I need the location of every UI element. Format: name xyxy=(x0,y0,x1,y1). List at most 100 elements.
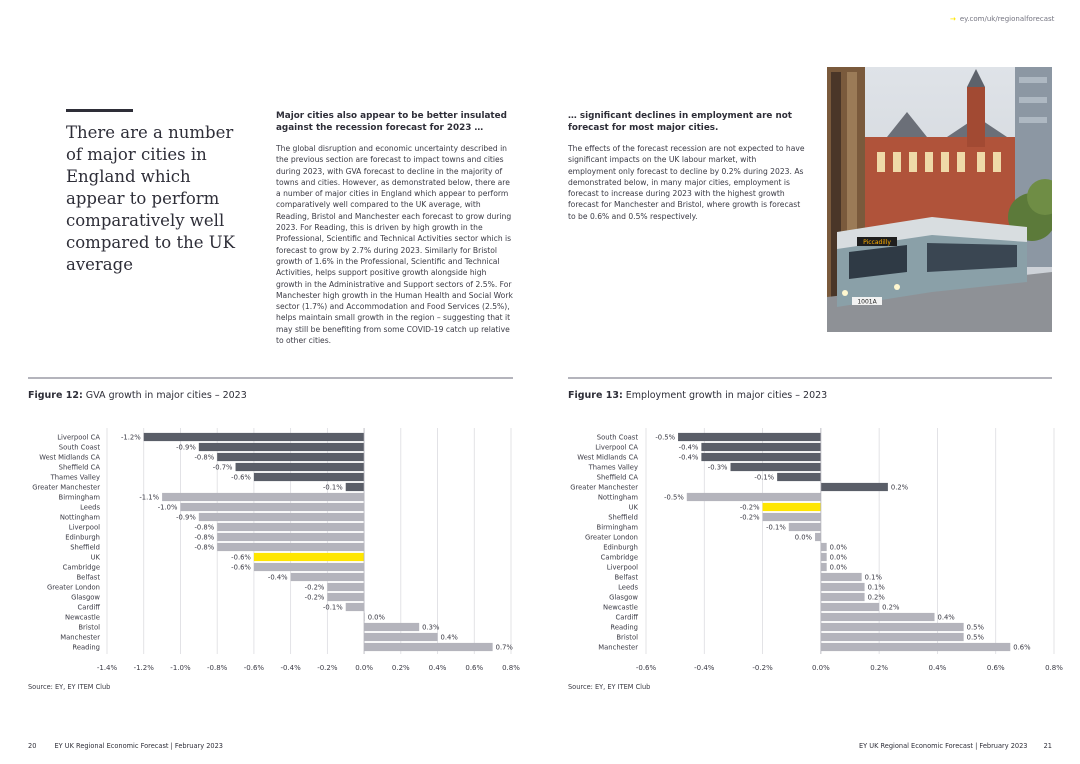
x-tick-label: -0.4% xyxy=(694,664,715,672)
category-label: UK xyxy=(91,554,101,562)
figure-13-source: Source: EY, EY ITEM Club xyxy=(568,683,651,691)
category-label: Liverpool CA xyxy=(595,444,638,452)
category-label: South Coast xyxy=(59,444,101,452)
figure-12-divider xyxy=(28,377,513,379)
category-label: Cardiff xyxy=(78,604,101,612)
value-label: -0.4% xyxy=(268,574,288,582)
category-label: Greater London xyxy=(47,584,100,592)
value-label: -0.8% xyxy=(194,544,214,552)
category-label: Belfast xyxy=(77,574,101,582)
column-1: Major cities also appear to be better in… xyxy=(276,110,514,346)
x-tick-label: 0.2% xyxy=(392,664,410,672)
category-label: Birmingham xyxy=(597,524,639,532)
value-label: -0.8% xyxy=(194,524,214,532)
category-label: Birmingham xyxy=(59,494,101,502)
value-label: 0.0% xyxy=(368,614,386,622)
value-label: -0.4% xyxy=(679,454,699,462)
category-label: Greater London xyxy=(585,534,638,542)
category-label: Reading xyxy=(610,624,638,632)
x-tick-label: -1.4% xyxy=(97,664,118,672)
figure-12-source: Source: EY, EY ITEM Club xyxy=(28,683,111,691)
bar xyxy=(820,552,827,562)
bar xyxy=(820,592,865,602)
category-label: Bristol xyxy=(78,624,100,632)
bar xyxy=(290,572,365,582)
x-tick-label: -0.4% xyxy=(280,664,301,672)
bar xyxy=(217,542,365,552)
value-label: -0.8% xyxy=(194,534,214,542)
column-1-body: The global disruption and economic uncer… xyxy=(276,144,513,346)
footer-left-title: EY UK Regional Economic Forecast | Febru… xyxy=(54,742,224,750)
tram-photo: Piccadilly 1001A xyxy=(827,67,1052,332)
value-label: 0.1% xyxy=(865,574,883,582)
x-tick-label: 0.4% xyxy=(429,664,447,672)
value-label: -0.5% xyxy=(664,494,684,502)
value-label: -0.6% xyxy=(231,474,251,482)
figure-13-label: Figure 13: xyxy=(568,390,623,401)
bar xyxy=(762,502,821,512)
value-label: -0.6% xyxy=(231,564,251,572)
value-label: 0.0% xyxy=(830,544,848,552)
bar xyxy=(820,572,862,582)
bar xyxy=(788,522,821,532)
category-label: Leeds xyxy=(618,584,638,592)
category-label: Reading xyxy=(72,644,100,652)
bar xyxy=(820,612,935,622)
x-tick-label: -0.6% xyxy=(244,664,265,672)
value-label: -0.1% xyxy=(766,524,786,532)
header-url-text: ey.com/uk/regionalforecast xyxy=(959,15,1055,23)
bar xyxy=(701,442,821,452)
bar xyxy=(364,622,420,632)
bar xyxy=(762,512,821,522)
value-label: 0.1% xyxy=(868,584,886,592)
column-2-body: The effects of the forecast recession ar… xyxy=(568,144,805,221)
category-label: Sheffield xyxy=(608,514,638,522)
bar xyxy=(235,462,365,472)
category-label: West Midlands CA xyxy=(39,454,100,462)
category-label: Greater Manchester xyxy=(570,484,638,492)
category-label: Newcastle xyxy=(603,604,638,612)
x-tick-label: 0.2% xyxy=(870,664,888,672)
category-label: Cambridge xyxy=(63,564,100,572)
value-label: -0.9% xyxy=(176,514,196,522)
category-label: Greater Manchester xyxy=(32,484,100,492)
figure-12-chart: -1.4% -1.2% -1.0% -0.8% -0.6% -0.4% -0.2% 0.0% 0… xyxy=(32,428,520,672)
bar xyxy=(364,642,493,652)
bar xyxy=(217,522,365,532)
bar xyxy=(364,632,438,642)
value-label: -0.1% xyxy=(754,474,774,482)
bar xyxy=(345,482,365,492)
value-label: -0.2% xyxy=(305,584,325,592)
value-label: 0.7% xyxy=(496,644,514,652)
value-label: -0.2% xyxy=(305,594,325,602)
footer-right-title: EY UK Regional Economic Forecast | Febru… xyxy=(858,742,1028,750)
bar xyxy=(143,432,365,442)
value-label: -0.7% xyxy=(213,464,233,472)
bar xyxy=(820,562,827,572)
bar xyxy=(820,582,865,592)
category-label: Sheffield CA xyxy=(59,464,101,472)
bar xyxy=(820,542,827,552)
x-tick-label: 0.4% xyxy=(929,664,947,672)
header-url[interactable]: → ey.com/uk/regionalforecast xyxy=(950,15,1054,23)
bar xyxy=(253,552,365,562)
category-label: Thames Valley xyxy=(50,474,100,482)
bar xyxy=(730,462,821,472)
bar xyxy=(820,632,964,642)
x-tick-label: 0.8% xyxy=(1045,664,1063,672)
bar xyxy=(253,472,365,482)
value-label: 0.0% xyxy=(830,564,848,572)
x-tick-label: 0.6% xyxy=(465,664,483,672)
category-label: Sheffield CA xyxy=(597,474,639,482)
bar xyxy=(686,492,821,502)
value-label: 0.4% xyxy=(441,634,459,642)
category-label: South Coast xyxy=(597,434,639,442)
category-label: Leeds xyxy=(80,504,100,512)
category-label: Glasgow xyxy=(609,594,638,602)
value-label: -1.0% xyxy=(158,504,178,512)
figure-12-title-text: GVA growth in major cities – 2023 xyxy=(85,390,247,401)
category-label: Edinburgh xyxy=(65,534,100,542)
bar xyxy=(820,622,964,632)
category-label: Bristol xyxy=(616,634,638,642)
value-label: 0.2% xyxy=(882,604,900,612)
